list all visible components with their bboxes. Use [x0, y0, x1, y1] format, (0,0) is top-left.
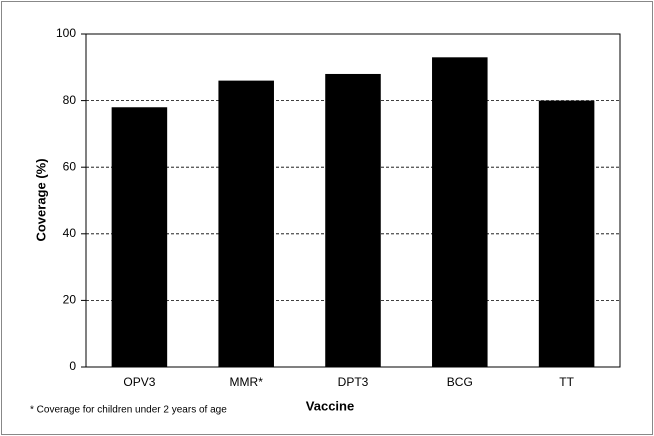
y-tick-label: 0: [69, 359, 76, 373]
x-tick-label: DPT3: [338, 375, 369, 389]
bar: [111, 107, 168, 367]
y-tick-label: 80: [63, 93, 77, 107]
footnote: * Coverage for children under 2 years of…: [30, 405, 227, 416]
bar: [432, 57, 488, 368]
y-tick-label: 60: [63, 159, 77, 173]
y-tick-label: 20: [63, 293, 77, 307]
x-axis-label: Vaccine: [306, 398, 354, 413]
y-tick-label: 40: [63, 226, 77, 240]
x-tick-label: OPV3: [123, 375, 155, 389]
y-axis-label: Coverage (%): [33, 158, 48, 241]
bar: [325, 73, 381, 368]
bar: [538, 100, 595, 367]
bar: [218, 80, 274, 368]
x-tick-label: BCG: [447, 375, 473, 389]
y-tick-label: 100: [56, 26, 76, 40]
x-tick-label: TT: [559, 375, 574, 389]
x-tick-label: MMR*: [230, 375, 264, 389]
